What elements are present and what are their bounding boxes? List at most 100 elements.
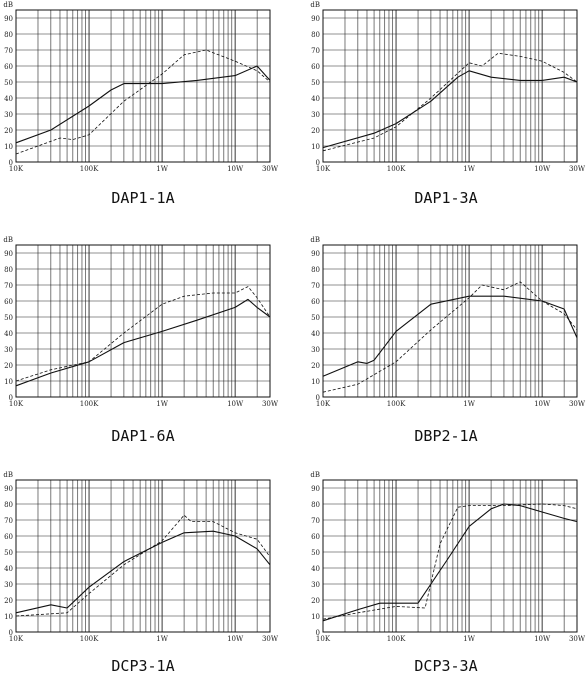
- series-line-dashed: [15, 49, 271, 155]
- chart-panel-1: 0 10 20 30 40 50 60 70 80 90 dB 10K 100K 1W 10W 30W DAP1…: [3, 1, 278, 207]
- x-tick-label: 100K: [80, 400, 99, 408]
- y-tick-label: 0: [316, 629, 320, 637]
- plot-frame: [15, 479, 271, 633]
- y-tick-label: 40: [4, 565, 13, 573]
- x-tick-label: 100K: [387, 400, 406, 408]
- x-tick-label: 1W: [156, 400, 168, 408]
- x-tick-label: 100K: [80, 165, 99, 173]
- chart-title: DAP1-3A: [414, 189, 477, 207]
- x-tick-label: 10W: [534, 400, 551, 408]
- y-tick-label: 30: [4, 581, 13, 589]
- x-tick-label: 30W: [262, 635, 279, 643]
- y-tick-label: 60: [311, 298, 320, 306]
- chart-title: DBP2-1A: [414, 427, 477, 445]
- x-tick-label: 1W: [156, 165, 168, 173]
- y-tick-label: 70: [4, 517, 13, 525]
- y-tick-label: 90: [4, 485, 13, 493]
- x-tick-label: 10K: [316, 635, 331, 643]
- chart-panel-4: 0 10 20 30 40 50 60 70 80 90 dB 10K 100K 1W 10W 30W DBP2…: [310, 236, 585, 445]
- series-line-solid: [322, 70, 578, 149]
- y-tick-label: 90: [311, 485, 320, 493]
- y-tick-label: 40: [4, 95, 13, 103]
- y-tick-label: 20: [311, 127, 320, 135]
- y-tick-label: 10: [4, 613, 13, 621]
- x-tick-label: 100K: [387, 635, 406, 643]
- x-tick-label: 10W: [534, 635, 551, 643]
- chart-panel-3: 0 10 20 30 40 50 60 70 80 90 dB 10K 100K 1W 10W 30W DAP1…: [3, 236, 278, 445]
- y-tick-label: 40: [311, 95, 320, 103]
- y-unit-label: dB: [310, 471, 320, 479]
- x-tick-label: 30W: [262, 165, 279, 173]
- plot-frame: [322, 244, 578, 398]
- series-line-solid: [322, 295, 578, 377]
- series-line-dashed: [322, 503, 578, 620]
- y-tick-label: 50: [4, 314, 13, 322]
- y-tick-label: 50: [311, 79, 320, 87]
- y-tick-label: 80: [4, 31, 13, 39]
- y-tick-label: 0: [316, 394, 320, 402]
- y-unit-label: dB: [310, 236, 320, 244]
- x-tick-label: 30W: [569, 165, 586, 173]
- chart-title: DCP3-1A: [111, 657, 174, 675]
- plot-frame: [322, 479, 578, 633]
- y-unit-label: dB: [3, 1, 13, 9]
- y-tick-label: 80: [311, 501, 320, 509]
- y-unit-label: dB: [3, 236, 13, 244]
- y-tick-label: 30: [4, 346, 13, 354]
- y-tick-label: 30: [4, 111, 13, 119]
- x-tick-label: 1W: [156, 635, 168, 643]
- y-tick-label: 80: [311, 31, 320, 39]
- chart-title: DAP1-1A: [111, 189, 174, 207]
- y-tick-label: 50: [4, 79, 13, 87]
- series-line-solid: [322, 503, 578, 622]
- y-tick-label: 70: [311, 517, 320, 525]
- x-tick-label: 10K: [316, 165, 331, 173]
- y-tick-label: 90: [311, 15, 320, 23]
- x-tick-label: 10K: [9, 400, 24, 408]
- y-tick-label: 30: [311, 581, 320, 589]
- y-tick-label: 20: [4, 362, 13, 370]
- y-tick-label: 50: [311, 549, 320, 557]
- chart-title: DCP3-3A: [414, 657, 477, 675]
- y-tick-label: 10: [311, 613, 320, 621]
- x-tick-label: 100K: [387, 165, 406, 173]
- y-tick-label: 30: [311, 111, 320, 119]
- series-line-dashed: [322, 281, 578, 393]
- y-tick-label: 20: [311, 597, 320, 605]
- y-tick-label: 0: [9, 629, 13, 637]
- y-tick-label: 0: [316, 159, 320, 167]
- y-unit-label: dB: [3, 471, 13, 479]
- x-tick-label: 10K: [316, 400, 331, 408]
- y-tick-label: 50: [4, 549, 13, 557]
- series-line-solid: [15, 65, 271, 144]
- x-tick-label: 1W: [463, 400, 475, 408]
- x-tick-label: 10W: [227, 165, 244, 173]
- x-tick-label: 10K: [9, 635, 24, 643]
- y-tick-label: 70: [4, 47, 13, 55]
- y-tick-label: 50: [311, 314, 320, 322]
- plot-frame: [15, 244, 271, 398]
- y-tick-label: 90: [4, 250, 13, 258]
- y-tick-label: 40: [311, 565, 320, 573]
- y-tick-label: 10: [4, 378, 13, 386]
- x-tick-label: 100K: [80, 635, 99, 643]
- y-tick-label: 30: [311, 346, 320, 354]
- x-tick-label: 30W: [569, 400, 586, 408]
- y-tick-label: 20: [4, 127, 13, 135]
- y-tick-label: 20: [4, 597, 13, 605]
- y-tick-label: 20: [311, 362, 320, 370]
- y-tick-label: 40: [311, 330, 320, 338]
- y-tick-label: 60: [4, 533, 13, 541]
- chart-panel-5: 0 10 20 30 40 50 60 70 80 90 dB 10K 100K 1W 10W 30W DCP3…: [3, 471, 278, 675]
- plot-frame: [322, 9, 578, 163]
- y-tick-label: 40: [4, 330, 13, 338]
- series-line-solid: [15, 298, 271, 387]
- x-tick-label: 10W: [227, 635, 244, 643]
- y-tick-label: 0: [9, 394, 13, 402]
- y-tick-label: 70: [311, 282, 320, 290]
- y-tick-label: 80: [4, 266, 13, 274]
- y-tick-label: 10: [311, 378, 320, 386]
- x-tick-label: 1W: [463, 635, 475, 643]
- y-tick-label: 60: [311, 533, 320, 541]
